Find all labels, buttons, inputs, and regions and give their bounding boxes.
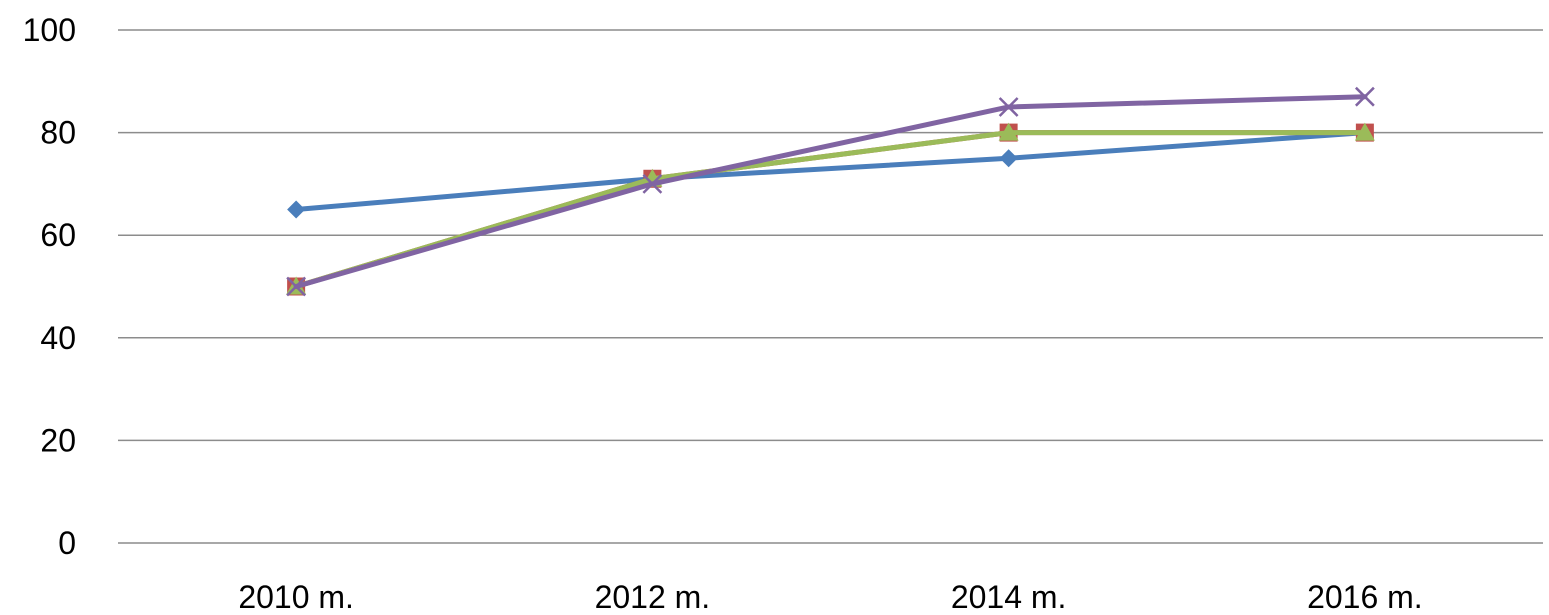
series-1 xyxy=(287,123,1374,219)
series-3 xyxy=(286,122,1375,295)
series-line xyxy=(293,130,1368,213)
y-axis-tick-labels: 0 20 40 60 80 100 xyxy=(23,12,76,561)
x-tick-label: 2016 m. xyxy=(1307,579,1423,615)
data-point xyxy=(998,97,1019,117)
y-tick-label: 60 xyxy=(40,217,76,253)
series-2 xyxy=(287,123,1374,296)
data-point xyxy=(1354,122,1375,141)
x-tick-label: 2012 m. xyxy=(595,579,711,615)
data-point xyxy=(287,200,306,219)
data-point xyxy=(1354,86,1375,107)
y-tick-label: 100 xyxy=(23,12,76,48)
x-tick-label: 2010 m. xyxy=(238,579,354,615)
data-point xyxy=(642,174,663,194)
data-point xyxy=(286,276,307,297)
data-point xyxy=(999,149,1018,168)
series-line xyxy=(293,94,1368,289)
y-tick-label: 80 xyxy=(40,115,76,151)
grid-lines xyxy=(118,29,1543,544)
y-tick-label: 0 xyxy=(58,525,76,561)
y-tick-label: 20 xyxy=(40,422,76,458)
x-tick-label: 2014 m. xyxy=(951,579,1067,615)
y-tick-label: 40 xyxy=(40,320,76,356)
series-line xyxy=(293,130,1368,289)
series-group xyxy=(286,86,1375,297)
series-4 xyxy=(286,86,1375,297)
x-axis-tick-labels: 2010 m. 2012 m. 2014 m. 2016 m. xyxy=(238,579,1422,615)
data-point xyxy=(998,122,1019,141)
